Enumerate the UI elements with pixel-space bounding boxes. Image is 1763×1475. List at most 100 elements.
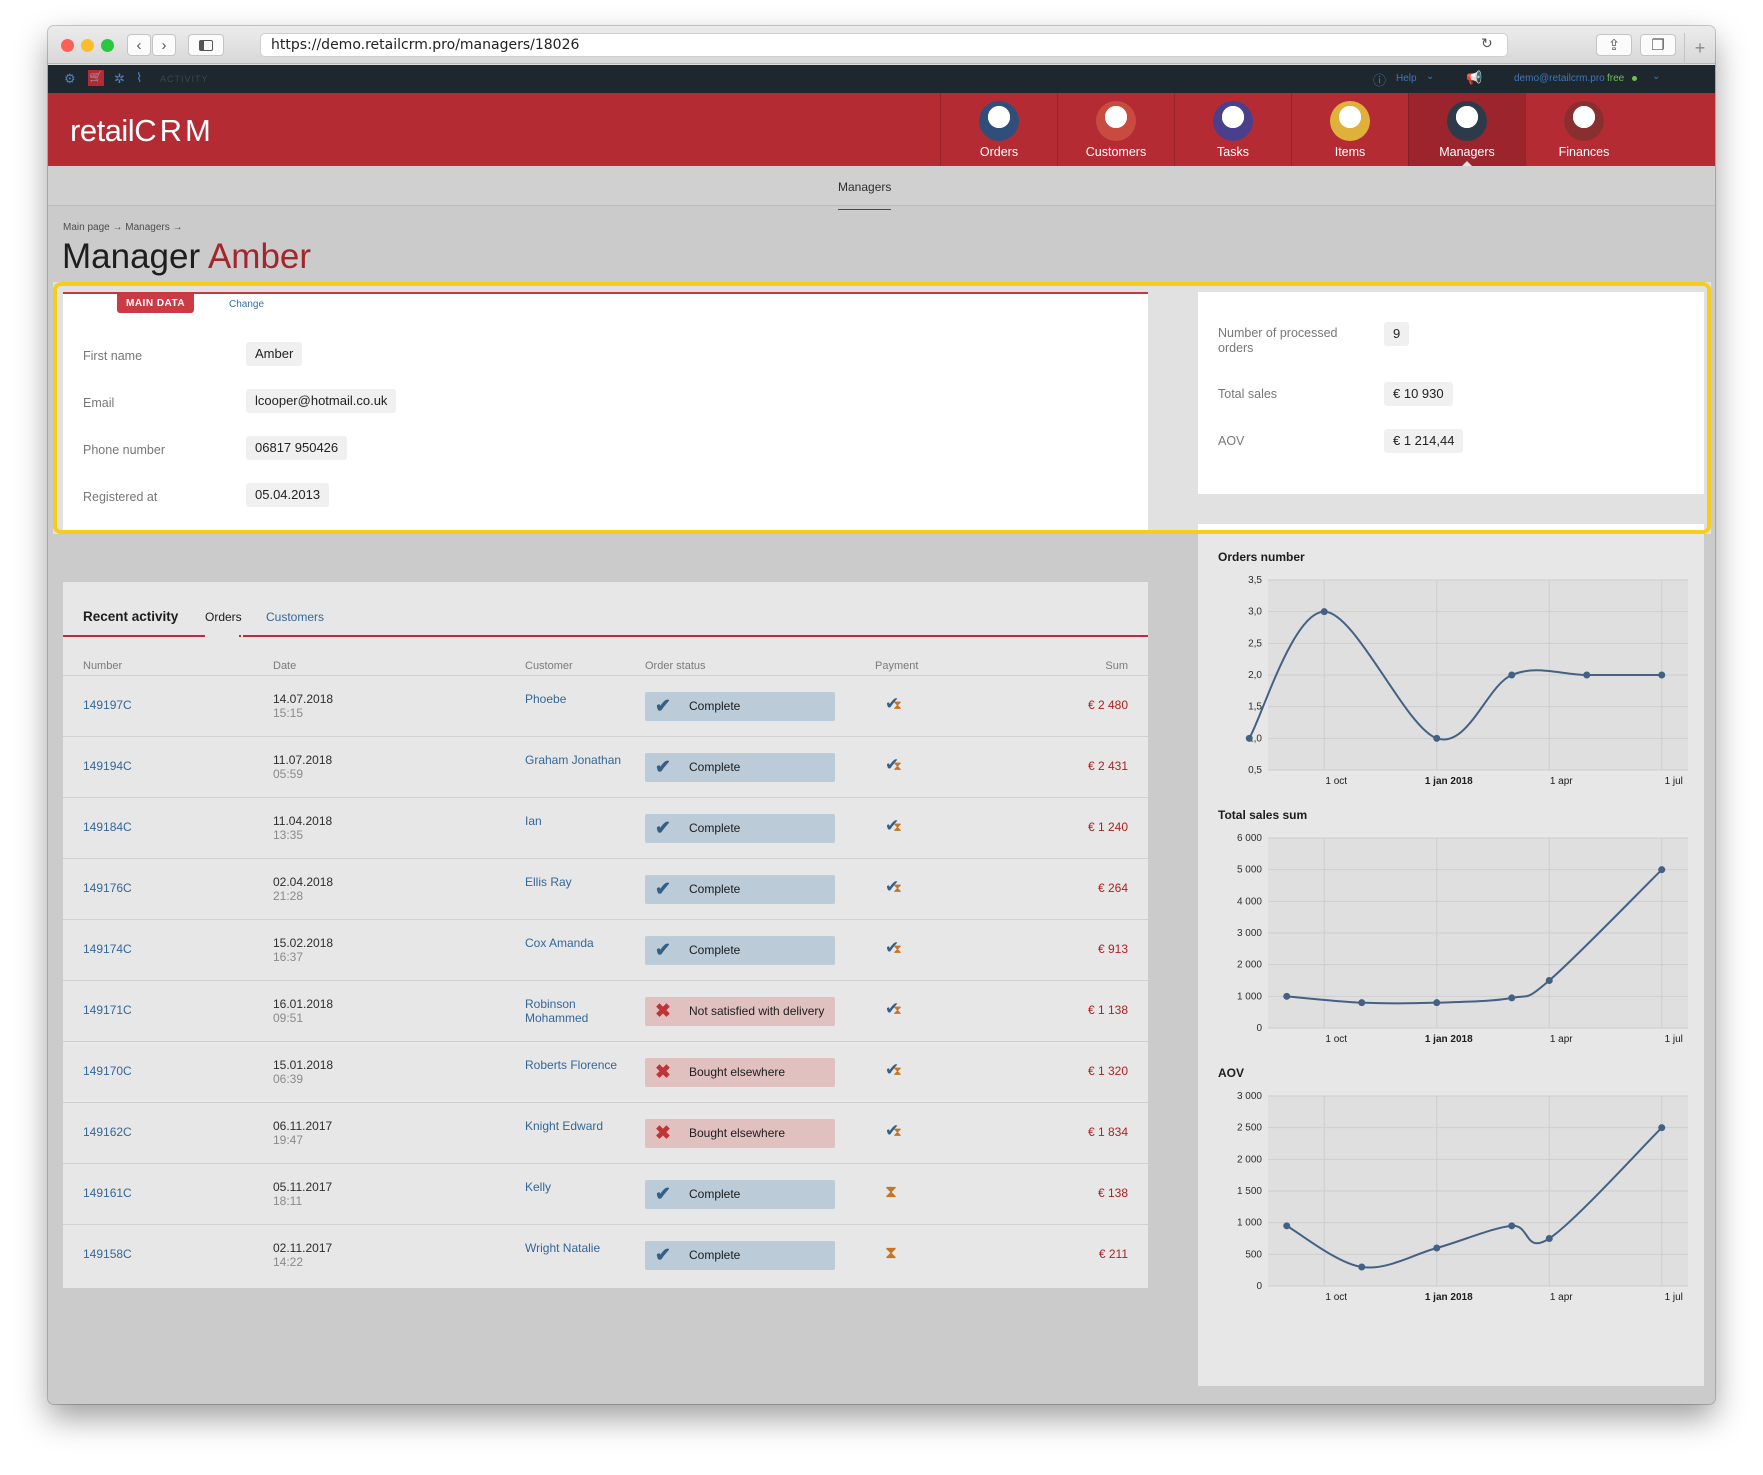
forward-button[interactable]: ›: [152, 34, 176, 56]
customer-link[interactable]: Ian: [525, 814, 542, 828]
close-window-icon[interactable]: [61, 39, 74, 52]
col-customer[interactable]: Customer: [525, 660, 573, 672]
table-row[interactable]: 149194C 11.07.2018 05:59 Graham Jonathan ✔ Co…: [63, 736, 1148, 797]
order-number-link[interactable]: 149162C: [83, 1125, 132, 1139]
table-row[interactable]: 149171C 16.01.2018 09:51 Robinson Mohammed ✖…: [63, 980, 1148, 1041]
customer-link[interactable]: Wright Natalie: [525, 1241, 601, 1255]
col-date[interactable]: Date: [273, 660, 297, 672]
main-data-tab[interactable]: MAIN DATA: [117, 294, 195, 313]
subnav-managers-tab[interactable]: Managers: [838, 180, 892, 210]
overlay-top: [48, 166, 1715, 282]
data-point[interactable]: [1658, 1124, 1666, 1132]
help-link[interactable]: Help: [1396, 73, 1417, 84]
new-tab-button[interactable]: +: [1684, 33, 1715, 64]
customer-link[interactable]: Phoebe: [525, 692, 567, 706]
sidebar-toggle-button[interactable]: [188, 34, 224, 56]
customer-link[interactable]: Kelly: [525, 1180, 552, 1194]
change-link[interactable]: Change: [229, 299, 265, 310]
tab-recent-activity[interactable]: Recent activity: [83, 609, 179, 624]
data-point[interactable]: [1320, 608, 1328, 616]
module-customers[interactable]: Customers: [1057, 93, 1174, 166]
order-date: 11.04.2018 13:35: [273, 814, 332, 842]
settings-icon[interactable]: ✲: [114, 71, 125, 86]
maximize-window-icon[interactable]: [101, 39, 114, 52]
cart-icon[interactable]: 🛒: [88, 70, 104, 86]
order-date-day: 11.04.2018: [273, 814, 333, 828]
module-managers[interactable]: Managers: [1408, 93, 1525, 166]
order-number-link[interactable]: 149170C: [83, 1064, 132, 1078]
back-button[interactable]: ‹: [127, 34, 151, 56]
data-point[interactable]: [1508, 1222, 1516, 1230]
data-point[interactable]: [1508, 994, 1516, 1002]
activity-icon[interactable]: ⌇: [136, 70, 143, 85]
data-point[interactable]: [1245, 734, 1253, 742]
customer-link[interactable]: Robinson Mohammed: [525, 997, 589, 1025]
logo-text-retail: retail: [70, 113, 135, 148]
activity-label[interactable]: ACTIVITY: [160, 74, 209, 84]
data-point[interactable]: [1433, 999, 1441, 1007]
customer-link[interactable]: Ellis Ray: [525, 875, 572, 889]
customer-link[interactable]: Knight Edward: [525, 1119, 604, 1133]
col-order-status[interactable]: Order status: [645, 660, 706, 672]
table-row[interactable]: 149170C 15.01.2018 06:39 Roberts Florence ✖ B…: [63, 1041, 1148, 1102]
user-menu-chevron-icon[interactable]: ⌄: [1652, 71, 1661, 82]
col-sum[interactable]: Sum: [1105, 660, 1128, 672]
table-row[interactable]: 149197C 14.07.2018 15:15 Phoebe ✔ Complete ✔⧗ €…: [63, 675, 1148, 736]
table-row[interactable]: 149162C 06.11.2017 19:47 Knight Edward ✖ Boug…: [63, 1102, 1148, 1163]
order-sum: € 1 240: [1087, 820, 1128, 834]
module-tasks[interactable]: Tasks: [1174, 93, 1291, 166]
data-point[interactable]: [1433, 734, 1441, 742]
data-point[interactable]: [1283, 992, 1291, 1000]
module-finances[interactable]: Finances: [1525, 93, 1642, 166]
retailcrm-logo[interactable]: retailCRM: [70, 113, 214, 149]
table-row[interactable]: 149184C 11.04.2018 13:35 Ian ✔ Complete ✔⧗ € 1 …: [63, 797, 1148, 858]
order-number-link[interactable]: 149174C: [83, 942, 132, 956]
module-items[interactable]: Items: [1291, 93, 1408, 166]
module-orders[interactable]: Orders: [940, 93, 1057, 166]
address-bar[interactable]: https://demo.retailcrm.pro/managers/1802…: [260, 33, 1508, 57]
order-number-link[interactable]: 149194C: [83, 759, 132, 773]
x-tick-label: 1 jan 2018: [1425, 1292, 1473, 1303]
col-number[interactable]: Number: [83, 660, 123, 672]
table-row[interactable]: 149158C 02.11.2017 14:22 Wright Natalie ✔ Com…: [63, 1224, 1148, 1285]
data-point[interactable]: [1358, 1263, 1366, 1271]
data-point[interactable]: [1508, 671, 1516, 679]
reload-icon[interactable]: ↻: [1481, 35, 1493, 51]
order-number-link[interactable]: 149158C: [83, 1247, 132, 1261]
customer-link[interactable]: Cox Amanda: [525, 936, 594, 950]
chevron-left-icon: ‹: [136, 36, 142, 54]
gear-icon[interactable]: ⚙: [64, 71, 76, 86]
user-email[interactable]: demo@retailcrm.pro: [1514, 73, 1605, 84]
data-point[interactable]: [1545, 977, 1553, 984]
data-point[interactable]: [1433, 1244, 1441, 1252]
share-button[interactable]: ⇪: [1596, 34, 1632, 56]
order-number-link[interactable]: 149197C: [83, 698, 132, 712]
data-point[interactable]: [1545, 1235, 1553, 1242]
breadcrumb[interactable]: Main page → Managers →: [63, 222, 183, 233]
chevron-down-icon[interactable]: ⌄: [1426, 71, 1435, 82]
customer-link[interactable]: Roberts Florence: [525, 1058, 618, 1072]
table-row[interactable]: 149174C 15.02.2018 16:37 Cox Amanda ✔ Complet…: [63, 919, 1148, 980]
data-point[interactable]: [1283, 1222, 1291, 1230]
order-number-link[interactable]: 149184C: [83, 820, 132, 834]
order-date-time: 21:28: [273, 889, 304, 903]
megaphone-icon[interactable]: 📢: [1466, 70, 1483, 85]
minimize-window-icon[interactable]: [81, 39, 94, 52]
tab-customers[interactable]: Customers: [266, 610, 325, 624]
data-point[interactable]: [1583, 671, 1591, 679]
data-point[interactable]: [1358, 999, 1366, 1007]
tabs-button[interactable]: ❐: [1640, 34, 1676, 56]
tab-orders[interactable]: Orders: [205, 610, 242, 624]
col-payment[interactable]: Payment: [875, 660, 919, 672]
table-row[interactable]: 149161C 05.11.2017 18:11 Kelly ✔ Complete ⧗ € 1…: [63, 1163, 1148, 1224]
order-status-label: Bought elsewhere: [689, 1126, 786, 1140]
order-number-link[interactable]: 149161C: [83, 1186, 132, 1200]
order-status-badge: ✔ Complete: [645, 875, 835, 904]
order-number-link[interactable]: 149176C: [83, 881, 132, 895]
order-number-link[interactable]: 149171C: [83, 1003, 132, 1017]
help-icon[interactable]: ⓘ: [1373, 73, 1387, 88]
data-point[interactable]: [1658, 671, 1666, 679]
table-row[interactable]: 149176C 02.04.2018 21:28 Ellis Ray ✔ Complete…: [63, 858, 1148, 919]
customer-link[interactable]: Graham Jonathan: [525, 753, 622, 767]
data-point[interactable]: [1658, 866, 1666, 874]
